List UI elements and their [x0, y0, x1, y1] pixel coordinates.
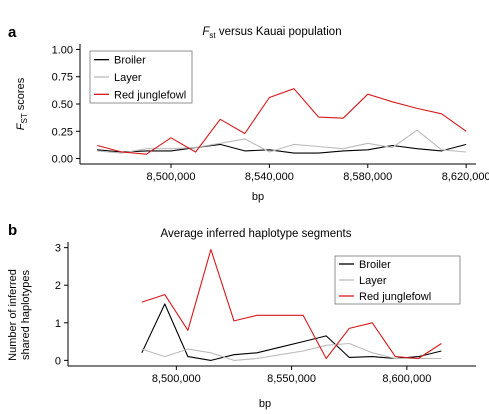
panel-b-x-axis-label: bp [259, 398, 271, 410]
panel-a-y-tick-label: 0.50 [52, 99, 73, 111]
panel-b: b Average inferred haplotype segments 8,… [7, 222, 476, 410]
panel-a-y-axis-label: FST scores [15, 77, 29, 130]
panel-a-series-layer [97, 129, 467, 154]
panel-a-x-tick-label: 8,500,000 [147, 171, 196, 183]
panel-b-lines [141, 248, 442, 361]
panel-a-legend-label-red-junglefowl: Red junglefowl [114, 89, 186, 101]
panel-b-y-tick-label: 0 [55, 355, 61, 367]
panel-a-series-red-junglefowl [97, 88, 467, 155]
panel-a-y-tick-label: 0.75 [52, 72, 73, 84]
panel-a-series-broiler [97, 143, 467, 154]
panel-a-legend-label-broiler: Broiler [114, 55, 146, 67]
panel-b-legend-label-layer: Layer [359, 275, 387, 287]
panel-a-legend-label-layer: Layer [114, 72, 142, 84]
panel-a-x-axis-label: bp [252, 191, 264, 203]
panel-a-axes: 8,500,000 8,540,000 8,580,000 8,620,000 0.00… [52, 44, 489, 183]
panel-b-series-layer [141, 342, 442, 361]
panel-b-label: b [8, 222, 17, 239]
panel-a-legend: Broiler Layer Red junglefowl [89, 50, 193, 104]
panel-a-y-tick-label: 0.25 [52, 126, 73, 138]
panel-a-x-tick-label: 8,540,000 [245, 171, 294, 183]
panel-b-x-tick-label: 8,550,000 [267, 373, 316, 385]
panel-b-legend-box [334, 255, 461, 305]
panel-b-x-tick-label: 8,500,000 [152, 373, 201, 385]
panel-b-axes: 8,500,000 8,550,000 8,600,000 0 1 2 3 [55, 242, 476, 385]
panel-a-x-tick-label: 8,620,000 [442, 171, 489, 183]
panel-b-y-tick-label: 3 [55, 243, 61, 255]
panel-b-series-broiler [141, 303, 442, 361]
panel-b-y-axis-label: Number of inferredshared haplotypes [7, 269, 32, 361]
panel-a-y-tick-label: 0.00 [52, 154, 73, 166]
panel-a-x-tick-label: 8,580,000 [343, 171, 392, 183]
panel-b-x-tick-label: 8,600,000 [382, 373, 431, 385]
panel-b-y-tick-label: 2 [55, 280, 61, 292]
panel-b-legend-label-red-junglefowl: Red junglefowl [359, 291, 431, 303]
panel-b-y-tick-label: 1 [55, 318, 61, 330]
panel-a-label: a [8, 24, 17, 41]
panel-b-series-red-junglefowl [141, 248, 442, 360]
panel-b-legend-label-broiler: Broiler [359, 259, 391, 271]
panel-a-y-tick-label: 1.00 [52, 44, 73, 56]
panel-a-lines [97, 88, 467, 155]
panel-a-title: Fst versus Kauai population [202, 26, 341, 40]
panel-a: a Fst versus Kauai population 8,500,000 8… [8, 24, 489, 203]
panel-b-legend: Broiler Layer Red junglefowl [334, 255, 461, 305]
panel-b-title: Average inferred haplotype segments [161, 228, 352, 240]
